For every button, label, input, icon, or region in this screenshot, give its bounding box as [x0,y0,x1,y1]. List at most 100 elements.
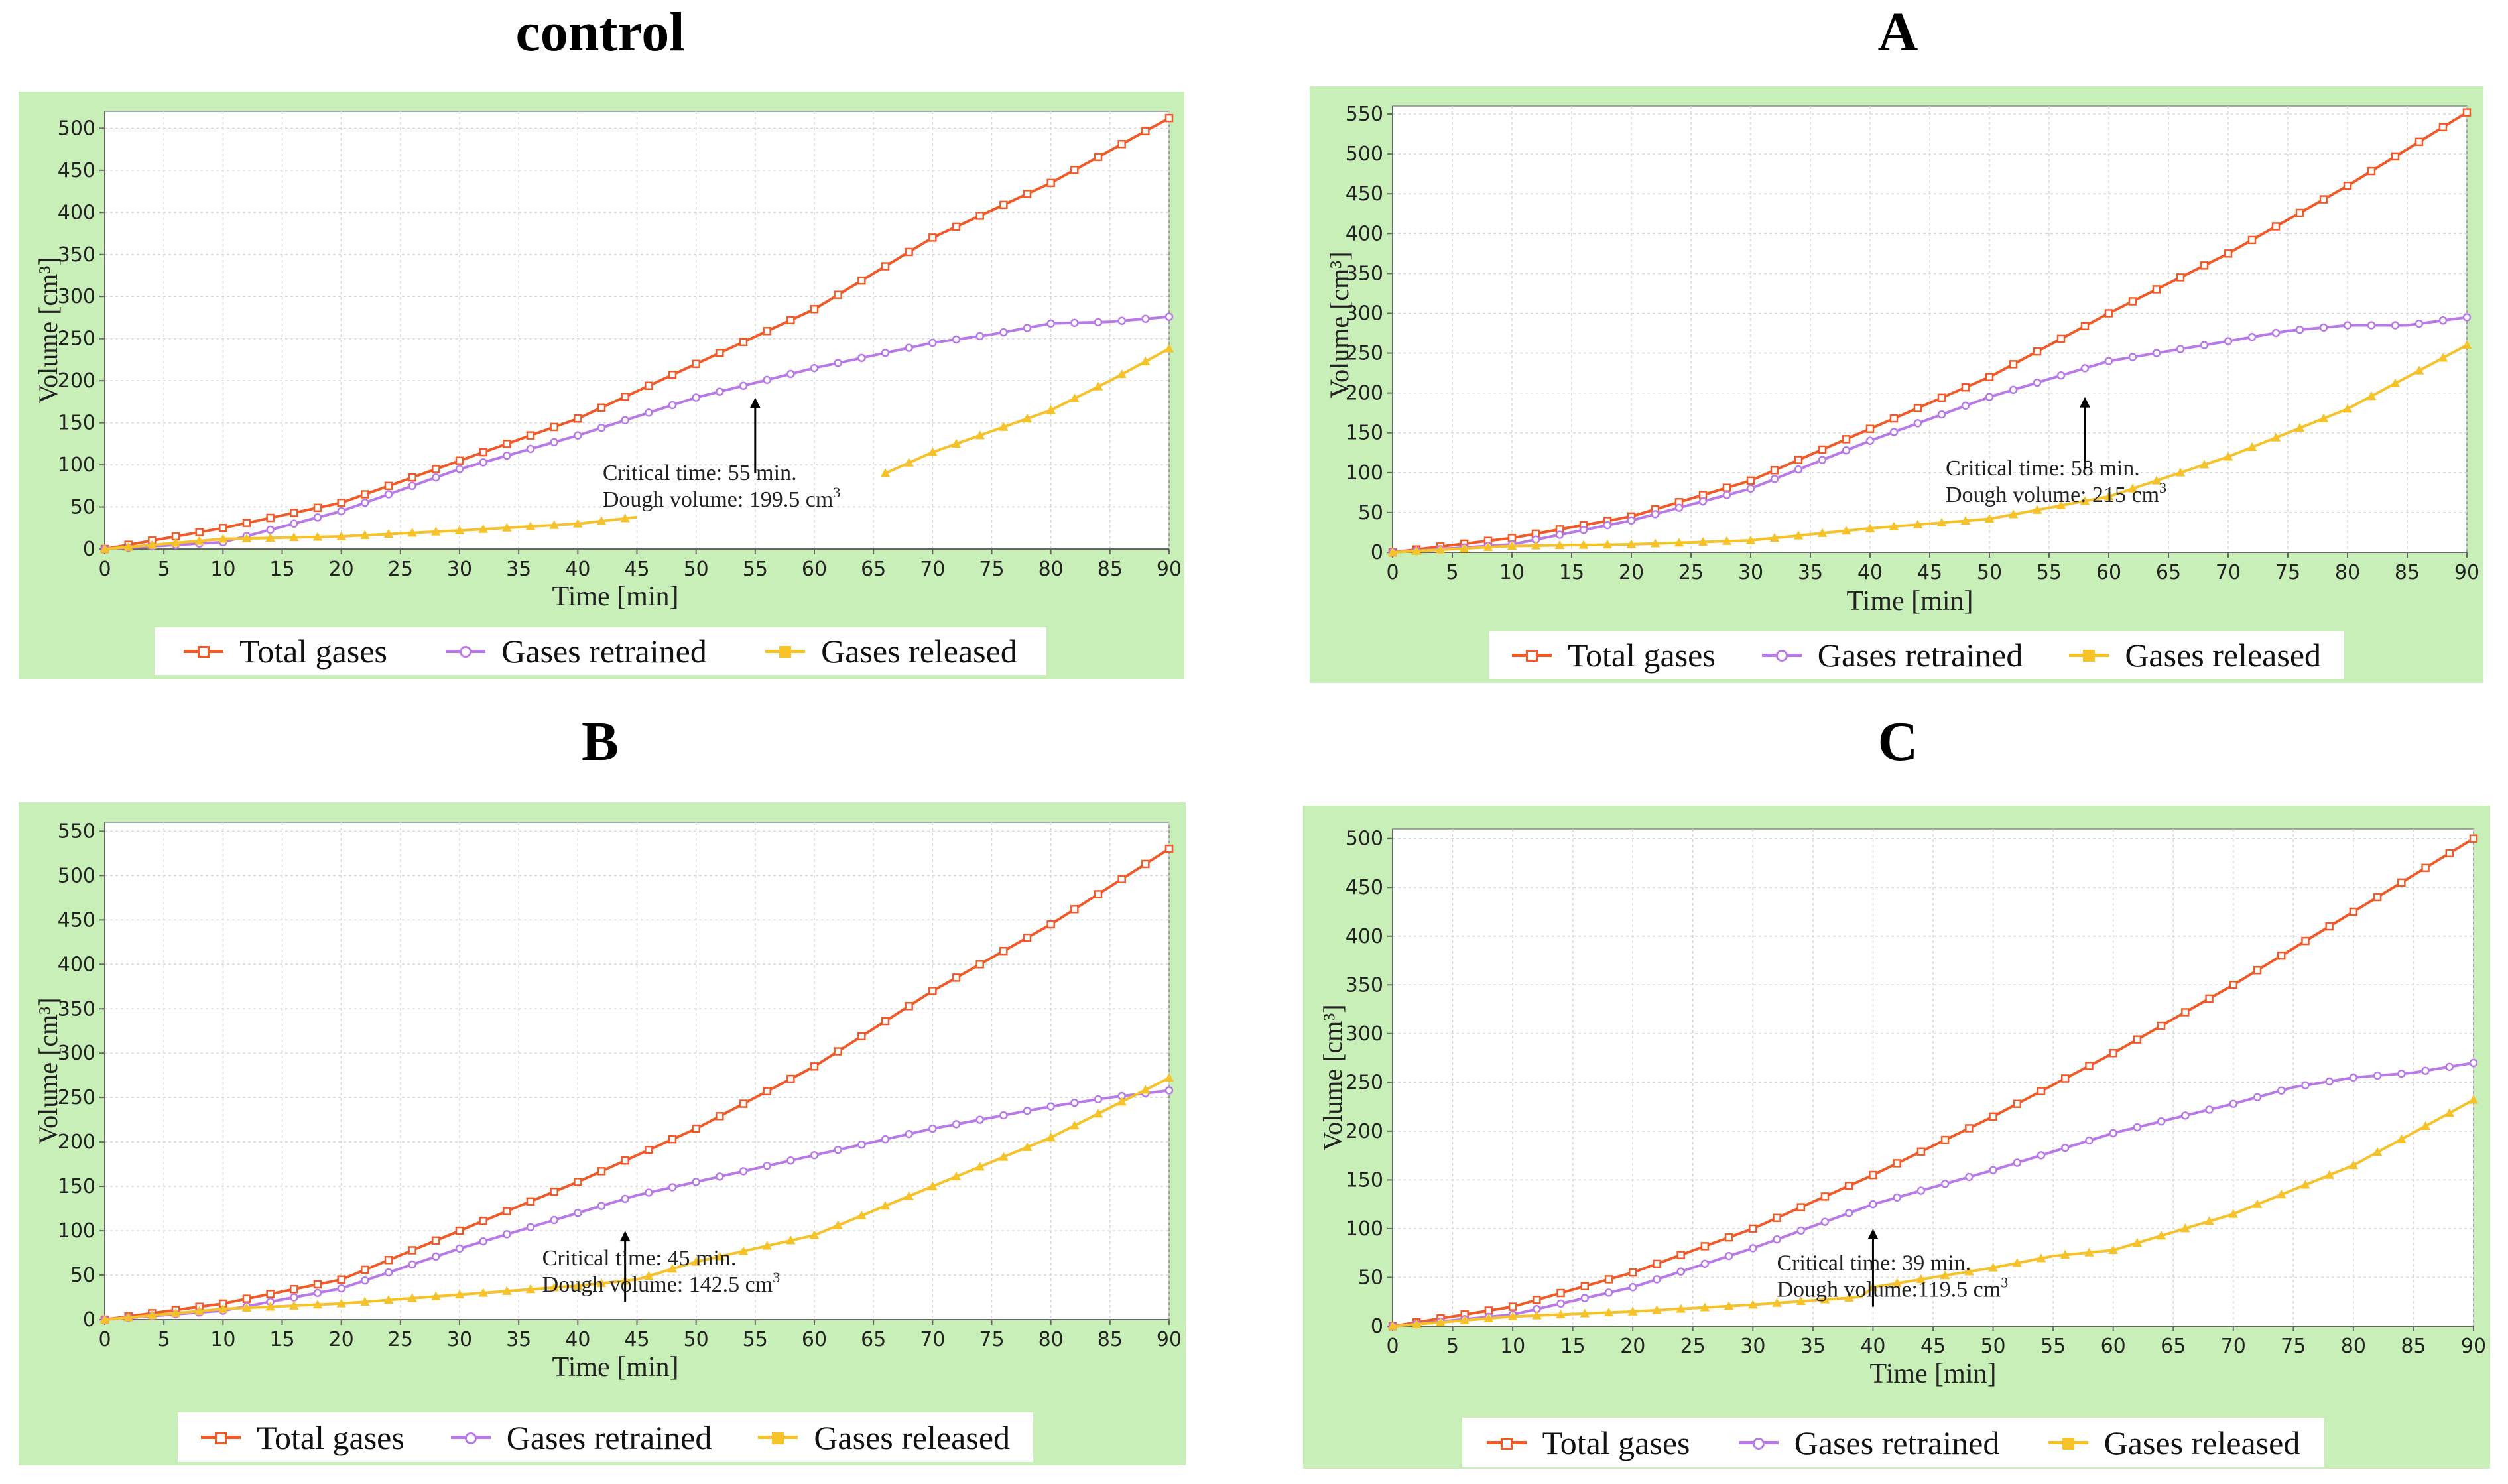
data-point [1533,1296,1541,1304]
data-point [857,1032,866,1041]
data-point [574,1178,582,1186]
data-point [1940,1270,1950,1280]
data-point [2224,249,2233,258]
annotation-arrow-head [1867,1228,1879,1239]
data-point [2205,994,2214,1003]
data-point [975,960,984,969]
data-point [1578,540,1589,549]
data-point [1603,521,1612,530]
data-point [1749,1224,1757,1233]
data-point [432,1236,440,1245]
data-point [715,1251,725,1261]
x-tick-label: 85 [1097,1328,1123,1351]
y-tick-label: 300 [1346,302,1383,325]
legend-swatch-retained [446,645,486,658]
data-point [550,438,558,447]
data-point [1652,1305,1662,1314]
data-point [408,1246,416,1255]
data-point [810,1150,819,1160]
data-point [716,349,724,357]
legend-item-total: Total gases [184,632,387,670]
data-point [194,1306,204,1315]
data-point [432,465,440,473]
chart-title-c: C [1877,711,1918,773]
data-point [265,1302,275,1311]
data-point [2103,491,2114,501]
data-point [479,458,487,467]
data-point [502,523,512,532]
data-point [147,1310,157,1320]
data-point [2132,1237,2143,1247]
data-point [952,973,961,982]
data-point [2462,340,2472,349]
data-point [999,422,1009,431]
series-line [104,847,1170,1321]
chart-panel-a: 0 5 10 15 20 25 30 35 40 45 50 55 60 65 70 75 80 85 90 0 50 1… [1310,86,2483,683]
legend-label-total: Total gases [1542,1424,1690,1461]
legend-marker [214,1432,227,1444]
data-point [857,276,866,285]
data-point [1164,343,1174,353]
data-point [218,534,228,543]
data-point [361,1265,369,1274]
data-point [597,1167,606,1176]
data-point [1989,1166,1997,1174]
data-point [2318,413,2329,422]
data-point [2373,893,2382,902]
data-point [2421,863,2430,873]
data-point [1436,1317,1446,1326]
x-tick-label: 70 [2221,1335,2246,1358]
data-point [1964,1267,1974,1276]
data-point [999,946,1008,956]
data-point [716,387,724,396]
x-tick-label: 90 [1157,1328,1182,1351]
data-point [1913,404,1922,412]
legend-label-retained: Gases retrained [1817,637,2023,674]
x-tick-label: 60 [802,1328,827,1351]
data-point [549,1282,559,1292]
data-point [1117,139,1126,149]
x-tick-label: 50 [1977,561,2002,584]
data-point [2128,297,2137,306]
series-line [1392,837,2475,1328]
data-point [1556,1299,1565,1308]
data-point [1893,1159,1901,1168]
data-point [407,1293,417,1302]
data-point [1604,1275,1613,1284]
data-point [503,1230,511,1239]
data-point [928,1181,938,1190]
data-point [2060,1143,2070,1152]
y-tick-label: 50 [1358,501,1383,525]
data-point [621,416,629,425]
x-tick-label: 5 [1446,1335,1459,1358]
data-point [2109,1048,2117,1058]
data-point [2414,319,2424,328]
data-point [881,1135,890,1144]
data-point [2420,1121,2430,1130]
data-point [1724,1251,1733,1261]
data-point [1387,1321,1398,1330]
data-point [290,1284,298,1294]
y-axis-label: Volume [cm³] [1324,251,1354,398]
data-point [1869,1170,1877,1180]
data-point [526,1197,535,1206]
data-point [2301,1081,2310,1090]
data-point [905,1129,913,1139]
data-point [289,532,299,542]
data-point [1483,1313,1494,1322]
x-tick-label: 25 [1678,561,1704,584]
data-point [289,1300,299,1310]
y-tick-label: 200 [1346,382,1383,405]
x-tick-label: 85 [2401,1335,2426,1358]
y-tick-label: 550 [58,820,95,843]
data-point [2445,1062,2454,1072]
data-point [2391,321,2400,330]
data-point [1818,456,1827,464]
data-point [2253,1093,2262,1101]
data-point [1892,1278,1902,1288]
data-point [2342,404,2353,413]
data-point [313,1288,322,1298]
legend-item-released: Gases released [758,1418,1010,1457]
series-total-gases [1388,834,2478,1331]
data-point [2300,1180,2310,1189]
